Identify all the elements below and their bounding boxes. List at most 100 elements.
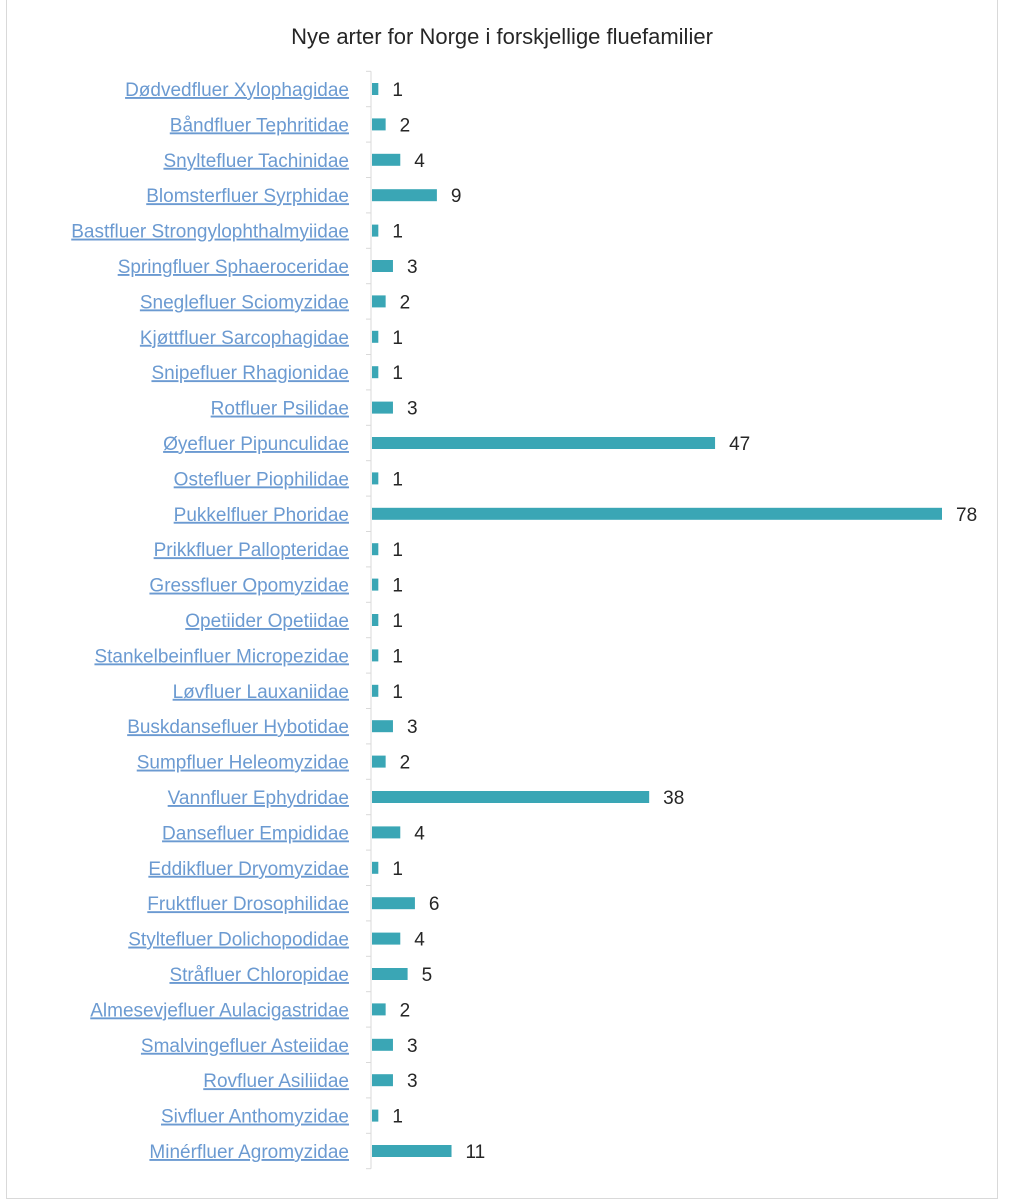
category-label[interactable]: Eddikfluer Dryomyzidae (148, 859, 349, 880)
bar (372, 260, 393, 272)
bar (372, 224, 379, 237)
bars (372, 83, 942, 1157)
category-label[interactable]: Ostefluer Piophilidae (174, 469, 349, 490)
category-label[interactable]: Bastfluer Strongylophthalmyiidae (71, 222, 349, 243)
data-label: 3 (407, 1036, 418, 1057)
category-label[interactable]: Sumpfluer Heleomyzidae (137, 753, 349, 774)
category-label[interactable]: Stråfluer Chloropidae (169, 965, 349, 986)
bar (372, 861, 379, 874)
data-label: 2 (400, 1000, 411, 1021)
category-label[interactable]: Blomsterfluer Syrphidae (146, 186, 349, 207)
data-label: 3 (407, 717, 418, 738)
data-label: 2 (400, 115, 411, 136)
data-label: 1 (392, 1107, 403, 1128)
data-label: 11 (466, 1142, 486, 1163)
bar (372, 1109, 379, 1122)
bar (372, 826, 401, 839)
bar (372, 1003, 386, 1016)
category-labels: Dødvedfluer Xylophagidae Båndfluer Tephri… (71, 80, 349, 1163)
bar (372, 684, 379, 697)
category-label[interactable]: Dansefluer Empididae (162, 823, 349, 844)
data-label: 47 (729, 434, 750, 455)
data-label: 4 (414, 151, 425, 172)
category-label[interactable]: Pukkelfluer Phoridae (174, 505, 349, 526)
category-label[interactable]: Rotfluer Psilidae (211, 399, 349, 420)
bar (372, 578, 379, 591)
category-label[interactable]: Båndfluer Tephritidae (170, 115, 349, 136)
bar (372, 720, 393, 733)
category-label[interactable]: Stankelbeinfluer Micropezidae (94, 646, 349, 667)
category-label[interactable]: Prikkfluer Pallopteridae (154, 540, 349, 561)
data-label: 3 (407, 257, 418, 278)
data-label: 1 (392, 682, 403, 703)
bar (372, 932, 401, 945)
data-label: 1 (392, 611, 403, 632)
category-label[interactable]: Rovfluer Asiliidae (203, 1071, 349, 1092)
bar (372, 507, 942, 520)
category-label[interactable]: Gressfluer Opomyzidae (149, 576, 349, 597)
bar (372, 472, 379, 485)
category-label[interactable]: Minérfluer Agromyzidae (149, 1142, 349, 1163)
category-label[interactable]: Fruktfluer Drosophilidae (147, 894, 349, 915)
chart-frame (6, 0, 998, 1199)
data-label: 1 (392, 363, 403, 384)
data-label: 1 (392, 328, 403, 349)
bar (372, 366, 379, 379)
data-label: 1 (392, 576, 403, 597)
bar (372, 1074, 393, 1087)
category-label[interactable]: Løvfluer Lauxaniidae (173, 682, 349, 703)
category-label[interactable]: Snipefluer Rhagionidae (151, 363, 349, 384)
data-label: 38 (663, 788, 684, 809)
data-label: 1 (392, 646, 403, 667)
bar (372, 543, 379, 556)
category-label[interactable]: Sneglefluer Sciomyzidae (140, 292, 349, 313)
bar (372, 755, 386, 768)
category-label[interactable]: Dødvedfluer Xylophagidae (125, 80, 349, 101)
category-label[interactable]: Opetiider Opetiidae (185, 611, 349, 632)
data-label: 2 (400, 292, 411, 313)
category-axis (366, 70, 372, 1170)
data-label: 3 (407, 1071, 418, 1092)
data-label: 78 (956, 505, 977, 526)
category-label[interactable]: Springfluer Sphaeroceridae (118, 257, 349, 278)
category-label[interactable]: Øyefluer Pipunculidae (163, 434, 349, 455)
data-label: 6 (429, 894, 440, 915)
bar (372, 401, 393, 414)
chart-title: Nye arter for Norge i forskjellige fluef… (291, 24, 713, 49)
data-label: 1 (392, 540, 403, 561)
data-label: 9 (451, 186, 462, 207)
category-label[interactable]: Kjøttfluer Sarcophagidae (140, 328, 349, 349)
category-label[interactable]: Almesevjefluer Aulacigastridae (90, 1000, 349, 1021)
bar (372, 791, 650, 803)
bar (372, 1145, 452, 1157)
data-label: 1 (392, 859, 403, 880)
bar (372, 83, 379, 95)
bar (372, 968, 408, 980)
category-label[interactable]: Smalvingefluer Asteiidae (141, 1036, 349, 1057)
data-label: 1 (392, 222, 403, 243)
bar (372, 897, 415, 910)
bar (372, 330, 379, 343)
data-label: 5 (422, 965, 433, 986)
bar (372, 1038, 393, 1051)
bar (372, 118, 386, 131)
data-label: 2 (400, 753, 411, 774)
bar (372, 153, 401, 166)
data-label: 1 (392, 469, 403, 490)
bar (372, 295, 386, 308)
bar (372, 614, 379, 626)
data-label: 4 (414, 823, 425, 844)
data-label: 1 (392, 80, 403, 101)
data-label: 4 (414, 930, 425, 951)
category-label[interactable]: Styltefluer Dolichopodidae (128, 930, 349, 951)
bar (372, 437, 716, 449)
category-label[interactable]: Snyltefluer Tachinidae (163, 151, 349, 172)
category-label[interactable]: Sivfluer Anthomyzidae (161, 1107, 349, 1128)
data-label: 3 (407, 399, 418, 420)
bar (372, 189, 437, 202)
bar (372, 649, 379, 662)
category-label[interactable]: Vannfluer Ephydridae (168, 788, 349, 809)
category-label[interactable]: Buskdansefluer Hybotidae (127, 717, 349, 738)
